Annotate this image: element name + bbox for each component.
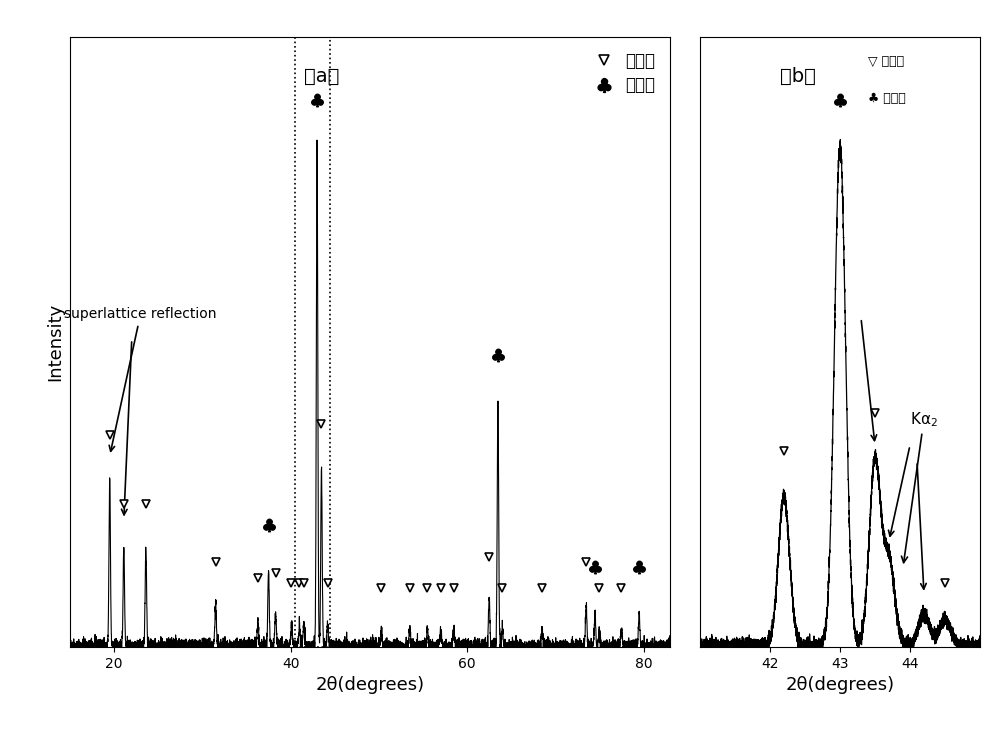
X-axis label: 2θ(degrees): 2θ(degrees) <box>315 676 425 694</box>
X-axis label: 2θ(degrees): 2θ(degrees) <box>785 676 895 694</box>
Text: superlattice reflection: superlattice reflection <box>64 307 217 451</box>
Text: ♣ 立方相: ♣ 立方相 <box>868 92 906 104</box>
Text: （a）: （a） <box>304 68 340 86</box>
Y-axis label: Intensity: Intensity <box>46 303 64 381</box>
Text: （b）: （b） <box>780 68 816 86</box>
Text: Kα$_2$: Kα$_2$ <box>901 410 938 562</box>
Text: ▽ 正交相: ▽ 正交相 <box>868 55 904 68</box>
Legend: 正交相, 立方相: 正交相, 立方相 <box>585 45 662 101</box>
Bar <box>295 37 330 647</box>
